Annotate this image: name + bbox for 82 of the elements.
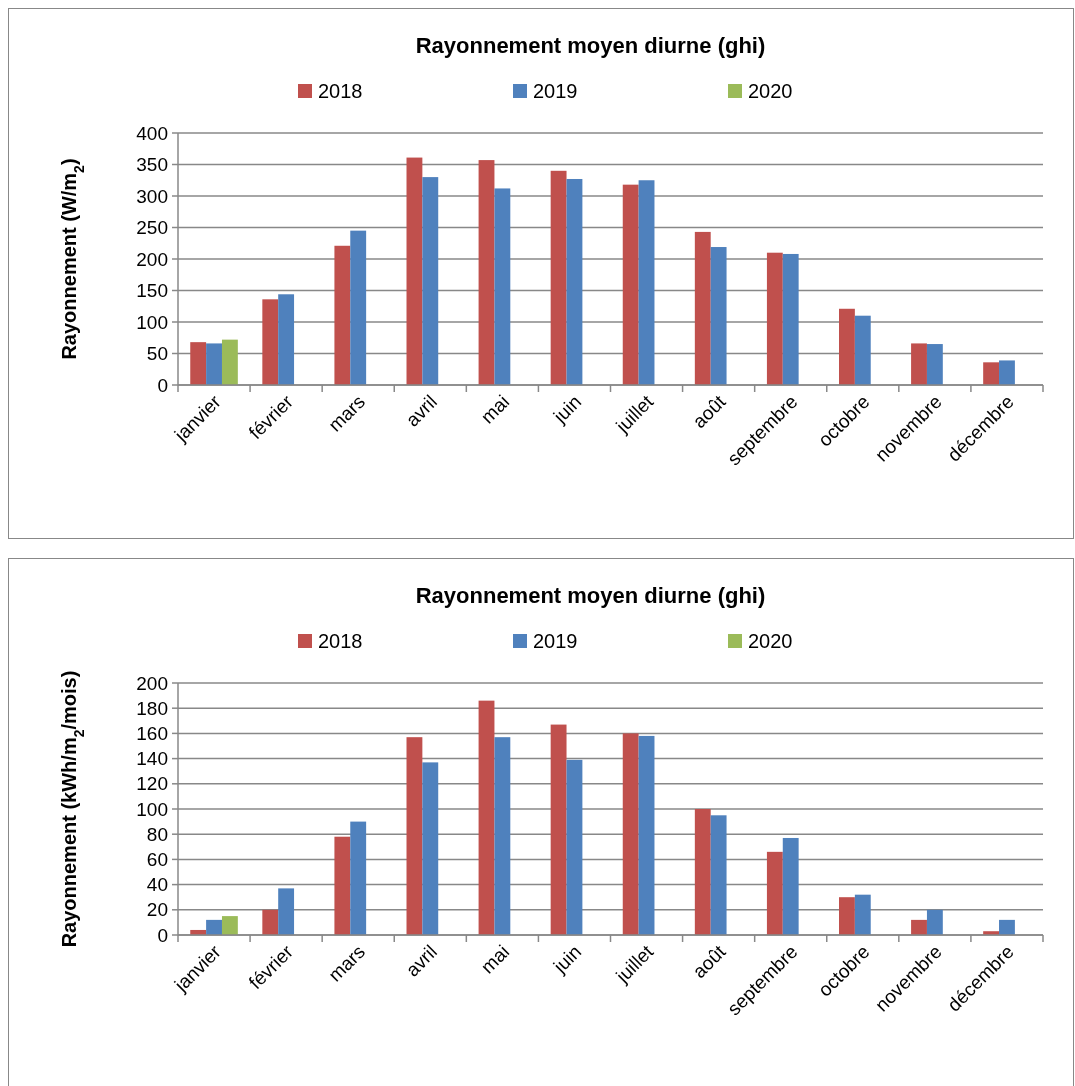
bar (262, 299, 279, 385)
y-tick-label: 140 (136, 748, 168, 770)
bar (999, 919, 1015, 935)
bar (782, 253, 799, 385)
legend-label: 2020 (748, 630, 793, 652)
bar (911, 919, 927, 935)
legend-label: 2019 (533, 630, 578, 652)
bar (206, 343, 222, 385)
bar (766, 252, 783, 385)
y-tick-label: 80 (146, 823, 168, 845)
bar (710, 815, 727, 935)
bar (422, 177, 439, 385)
y-tick-label: 20 (146, 899, 168, 921)
bar (638, 180, 655, 385)
y-tick-label: 180 (136, 697, 168, 719)
bar (550, 724, 567, 935)
y-tick-label: 50 (146, 343, 168, 365)
x-tick-label: mai (476, 390, 514, 428)
bar (710, 247, 727, 385)
bar (206, 919, 222, 935)
bar (350, 821, 367, 935)
bar (926, 909, 943, 935)
x-tick-label: mai (476, 940, 514, 978)
x-tick-label: juin (548, 940, 586, 978)
bar (622, 184, 639, 385)
bar (839, 308, 855, 385)
bar (278, 888, 295, 935)
bar (638, 735, 655, 935)
bar (999, 360, 1015, 385)
bar (334, 836, 351, 935)
bar (262, 909, 279, 935)
bar (334, 245, 351, 385)
bar (406, 737, 423, 935)
bar (839, 897, 855, 935)
bar (494, 188, 511, 385)
bar (478, 700, 495, 935)
y-tick-label: 0 (157, 924, 168, 946)
bar (221, 339, 238, 385)
y-tick-label: 0 (157, 374, 168, 396)
y-tick-label: 100 (136, 311, 168, 333)
bar (566, 759, 583, 935)
y-tick-label: 250 (136, 217, 168, 239)
y-tick-label: 100 (136, 798, 168, 820)
bar (694, 809, 711, 935)
y-tick-label: 160 (136, 723, 168, 745)
x-tick-label: août (688, 940, 730, 982)
legend-label: 2019 (533, 80, 578, 102)
bar (550, 170, 567, 385)
legend-label: 2018 (318, 630, 363, 652)
legend-label: 2020 (748, 80, 793, 102)
bar (782, 837, 799, 935)
bar (911, 343, 927, 385)
y-tick-label: 200 (136, 672, 168, 694)
y-tick-label: 400 (136, 122, 168, 144)
y-tick-label: 200 (136, 248, 168, 270)
bar (983, 362, 1000, 385)
y-tick-label: 350 (136, 154, 168, 176)
y-tick-label: 300 (136, 185, 168, 207)
bar (406, 157, 423, 385)
bar (494, 737, 511, 935)
bar (350, 230, 367, 385)
bar (854, 894, 871, 935)
x-tick-label: juin (548, 390, 586, 428)
y-tick-label: 120 (136, 773, 168, 795)
y-tick-label: 40 (146, 874, 168, 896)
y-tick-label: 60 (146, 849, 168, 871)
chart-title: Rayonnement moyen diurne (ghi) (415, 583, 766, 608)
bar (221, 916, 238, 935)
bar (694, 231, 711, 385)
bar (478, 160, 495, 385)
bar (766, 851, 783, 935)
bar (422, 762, 439, 935)
chart-title: Rayonnement moyen diurne (ghi) (415, 33, 766, 58)
bar (566, 178, 583, 385)
x-tick-label: août (688, 390, 730, 432)
legend-label: 2018 (318, 80, 363, 102)
bar (190, 342, 207, 385)
bar (854, 315, 871, 385)
y-tick-label: 150 (136, 280, 168, 302)
bar (278, 294, 295, 385)
bar (622, 733, 639, 935)
bar (926, 344, 943, 385)
